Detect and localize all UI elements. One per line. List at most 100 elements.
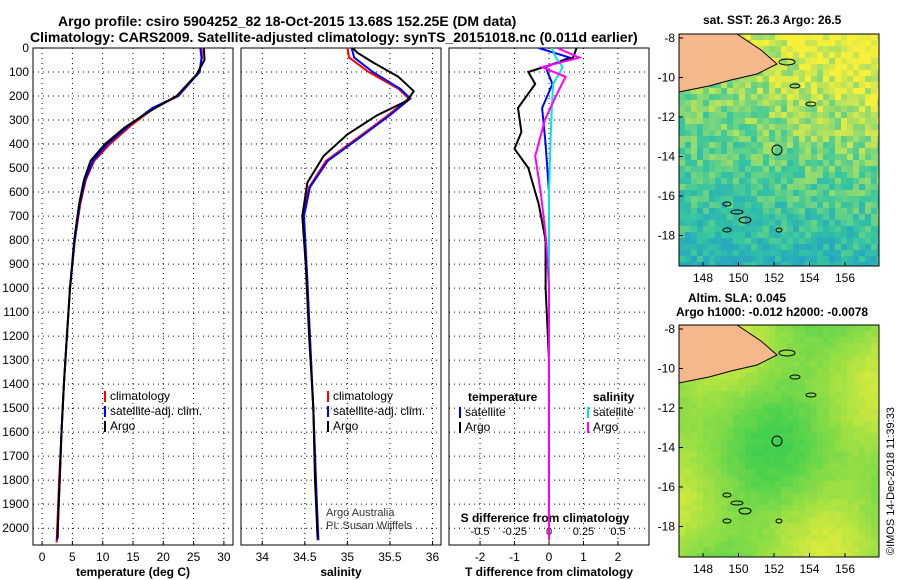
island-outline bbox=[738, 216, 752, 224]
legend-swatch bbox=[327, 421, 329, 432]
s-axis-label: S difference from climatology bbox=[461, 511, 630, 525]
y-tick-label: 900 bbox=[9, 257, 29, 271]
title-line-1: Argo profile: csiro 5904252_82 18-Oct-20… bbox=[58, 13, 517, 29]
series-line-argo bbox=[301, 48, 416, 538]
y-tick-label: 1200 bbox=[2, 329, 29, 343]
lon-tick-label: 154 bbox=[799, 562, 819, 576]
x-axis-label: T difference from climatology bbox=[465, 565, 633, 579]
x-tick-label: 0 bbox=[39, 550, 46, 564]
s-tick-label: -0.5 bbox=[471, 526, 490, 538]
x-tick-label: 0 bbox=[546, 550, 553, 564]
title-line-2: Climatology: CARS2009. Satellite-adjuste… bbox=[30, 29, 638, 45]
y-tick-label: 400 bbox=[9, 137, 29, 151]
lon-tick-label: 148 bbox=[693, 562, 713, 576]
y-tick-label: 800 bbox=[9, 233, 29, 247]
y-tick-label: 1600 bbox=[2, 425, 29, 439]
lat-tick-label: -10 bbox=[658, 71, 676, 85]
island-outline bbox=[778, 349, 796, 357]
x-tick-label: 35 bbox=[341, 550, 355, 564]
sst-map-title: sat. SST: 26.3 Argo: 26.5 bbox=[703, 13, 842, 27]
legend-label: Argo bbox=[110, 419, 136, 433]
y-tick-label: 100 bbox=[9, 65, 29, 79]
y-tick-label: 500 bbox=[9, 161, 29, 175]
y-tick-label: 1000 bbox=[2, 281, 29, 295]
legend-swatch bbox=[327, 391, 329, 402]
y-tick-label: 2000 bbox=[2, 521, 29, 535]
lon-tick-label: 152 bbox=[764, 562, 784, 576]
legend-swatch bbox=[459, 422, 461, 433]
profile-location-marker bbox=[771, 435, 783, 447]
footnote-line-1: Argo Australia bbox=[326, 507, 395, 519]
panel-frame bbox=[240, 47, 442, 546]
x-tick-label: 36 bbox=[426, 550, 440, 564]
sla-map-title-2: Argo h1000: -0.012 h2000: -0.0078 bbox=[676, 305, 869, 319]
x-axis-label: temperature (deg C) bbox=[76, 565, 190, 579]
legend-diff-sal-item: satellite bbox=[587, 405, 634, 419]
lat-tick-label: -10 bbox=[658, 362, 676, 376]
x-tick-label: 1 bbox=[580, 550, 587, 564]
y-tick-label: 1500 bbox=[2, 401, 29, 415]
legend-label: Argo bbox=[465, 420, 491, 434]
sst-map: 148 150 152 154 156 -8 -10 -12 -14 -16 -18 bbox=[658, 31, 880, 285]
lat-tick-label: -8 bbox=[664, 322, 675, 336]
legend-swatch bbox=[587, 422, 589, 433]
map-frame bbox=[678, 324, 880, 558]
island-outline bbox=[778, 58, 796, 66]
x-axis-label: salinity bbox=[320, 565, 362, 579]
y-tick-label: 0 bbox=[22, 41, 29, 55]
lon-tick-label: 154 bbox=[799, 271, 819, 285]
legend-diff-sal-item: Argo bbox=[587, 420, 619, 434]
land-mass bbox=[679, 34, 778, 93]
x-tick-label: 20 bbox=[157, 550, 171, 564]
series-line-argo bbox=[56, 48, 206, 538]
series-line-salinity-satellite bbox=[548, 48, 564, 541]
island-outline bbox=[730, 209, 744, 215]
legend-label: satellite bbox=[593, 405, 634, 419]
x-tick-label: 25 bbox=[187, 550, 201, 564]
island-outline bbox=[775, 227, 783, 233]
lon-tick-label: 148 bbox=[693, 271, 713, 285]
legend-diff-temp-item: Argo bbox=[459, 420, 491, 434]
island-outline bbox=[805, 101, 817, 107]
legend-label: Argo bbox=[333, 419, 359, 433]
y-tick-label: 300 bbox=[9, 113, 29, 127]
y-tick-label: 1700 bbox=[2, 449, 29, 463]
legend-main-item: satellite-adj. clim. bbox=[104, 404, 202, 418]
island-outline bbox=[730, 500, 744, 506]
legend-swatch bbox=[104, 421, 106, 432]
legend-label: satellite-adj. clim. bbox=[333, 404, 425, 418]
lat-tick-label: -12 bbox=[658, 401, 676, 415]
s-tick-label: 0.25 bbox=[573, 526, 594, 538]
legend-temperature-header: temperature bbox=[468, 390, 538, 404]
sla-map-title-1: Altim. SLA: 0.045 bbox=[688, 291, 787, 305]
y-tick-label: 1300 bbox=[2, 353, 29, 367]
y-tick-label: 1900 bbox=[2, 497, 29, 511]
island-outline bbox=[775, 518, 783, 524]
x-tick-label: 35.5 bbox=[378, 550, 402, 564]
lat-tick-label: -16 bbox=[658, 189, 676, 203]
lon-tick-label: 156 bbox=[835, 271, 855, 285]
lat-tick-label: -14 bbox=[658, 441, 676, 455]
island-outline bbox=[789, 83, 801, 89]
y-tick-label: 1100 bbox=[3, 305, 29, 319]
legend-label: satellite-adj. clim. bbox=[110, 404, 202, 418]
lat-tick-label: -14 bbox=[658, 150, 676, 164]
island-outline bbox=[722, 201, 732, 207]
legend-swatch bbox=[104, 406, 106, 417]
x-tick-label: 5 bbox=[69, 550, 76, 564]
y-tick-label: 1400 bbox=[2, 377, 29, 391]
legend-main-item: Argo bbox=[327, 419, 359, 433]
lat-tick-label: -12 bbox=[658, 110, 676, 124]
imos-timestamp: ©IMOS 14-Dec-2018 11:39:33 bbox=[885, 407, 897, 555]
island-outline bbox=[805, 392, 817, 398]
x-tick-label: -2 bbox=[475, 550, 486, 564]
series-line-temperature-argo bbox=[513, 48, 578, 541]
legend-swatch bbox=[104, 391, 106, 402]
lon-tick-label: 150 bbox=[728, 271, 748, 285]
lat-tick-label: -18 bbox=[658, 520, 676, 534]
legend-salinity-header: salinity bbox=[593, 390, 635, 404]
sla-map: 148 150 152 154 156 -8 -10 -12 -14 -16 -18 bbox=[658, 322, 880, 576]
legend-diff-temp-item: satellite bbox=[459, 405, 506, 419]
legend-main-item: satellite-adj. clim. bbox=[327, 404, 425, 418]
